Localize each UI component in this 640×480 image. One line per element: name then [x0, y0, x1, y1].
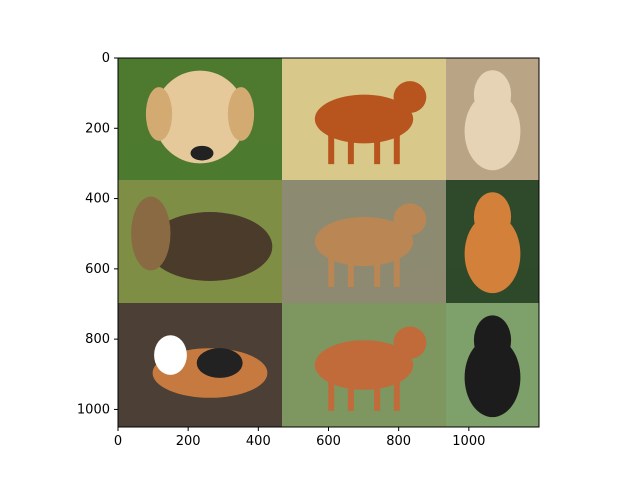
dog-leg — [374, 133, 381, 165]
x-axis: 0 200 400 600 800 1000 — [114, 427, 485, 449]
tile-ground — [282, 145, 446, 180]
x-tick-label: 600 — [316, 434, 341, 449]
y-tick-label: 200 — [85, 121, 110, 136]
dog-ear — [227, 87, 255, 141]
y-tick-label: 800 — [85, 332, 110, 347]
x-tick-label: 0 — [114, 434, 122, 449]
y-tick-label: 400 — [85, 192, 110, 207]
dog-body — [464, 337, 521, 418]
x-tick-label: 400 — [246, 434, 271, 449]
tile-ground — [282, 268, 446, 303]
dog-leg — [328, 133, 335, 165]
tile-golden-retriever-standing — [282, 58, 446, 180]
dog-leg — [393, 133, 400, 165]
tile-golden-puppy-lying-on-grass — [118, 58, 282, 180]
dog-head — [473, 192, 512, 242]
dog-body — [464, 214, 521, 294]
dog-head — [393, 203, 427, 236]
y-tick-label: 0 — [102, 51, 110, 66]
dog-leg — [328, 256, 335, 288]
tile-ground — [118, 392, 282, 427]
dog-leg — [347, 256, 354, 288]
dog-head — [154, 70, 246, 164]
x-tick-label: 800 — [386, 434, 411, 449]
y-tick-label: 1000 — [77, 402, 110, 417]
tile-boxer-standing — [282, 180, 446, 303]
dog-head — [154, 335, 187, 375]
dog-head — [131, 196, 171, 271]
tile-black-newfoundland-sitting — [446, 303, 539, 427]
y-axis: 0 200 400 600 800 1000 — [77, 51, 118, 417]
dog-leg — [374, 379, 381, 411]
dog-body — [147, 212, 273, 281]
tile-beagle-lying-on-dirt — [118, 303, 282, 427]
dog-head — [393, 326, 427, 359]
dog-leg — [347, 133, 354, 165]
x-tick-label: 1000 — [452, 434, 485, 449]
dog-leg — [393, 256, 400, 288]
tile-ground — [282, 392, 446, 427]
dog-nose — [190, 145, 214, 161]
dog-head — [393, 81, 427, 113]
dog-head — [473, 70, 512, 119]
tile-basset-hound-walking — [282, 303, 446, 427]
x-tick-label: 200 — [176, 434, 201, 449]
dog-leg — [328, 379, 335, 411]
tile-fluffy-cream-dog — [446, 58, 539, 180]
image-grid — [118, 58, 539, 427]
dog-body — [314, 94, 414, 144]
dog-body — [464, 92, 521, 171]
dog-leg — [374, 256, 381, 288]
dog-leg — [393, 379, 400, 411]
dog-head — [473, 315, 512, 366]
dog-body — [314, 216, 414, 267]
dog-saddle — [196, 348, 243, 378]
dog-body — [314, 340, 414, 390]
tile-pomeranian-in-leaves — [446, 180, 539, 303]
dog-ear — [145, 87, 173, 141]
tile-yorkshire-terrier-long-hair — [118, 180, 282, 303]
dog-leg — [347, 379, 354, 411]
y-tick-label: 600 — [85, 262, 110, 277]
